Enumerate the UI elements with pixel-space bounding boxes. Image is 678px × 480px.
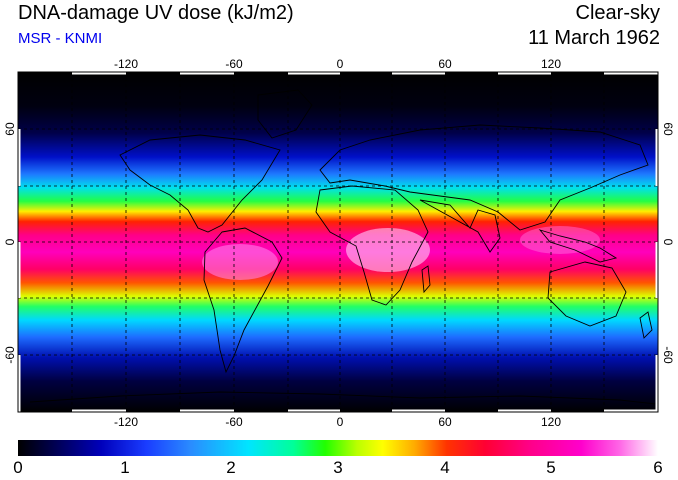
colorbar-tick: 2 [226,458,236,477]
coastlines [29,89,657,405]
coast-south-america [203,227,283,374]
lon-label-bottom: -120 [114,415,138,429]
lat-label-left: 60 [3,122,17,136]
coast-antarctica [29,391,657,405]
lon-label-top: -120 [114,57,138,71]
colorbar [18,440,658,456]
lon-label-top: 60 [438,57,452,71]
coast-africa [315,185,429,306]
coast-greenland [257,89,313,139]
coast-new-zealand [639,311,653,339]
frame-ticks [17,71,659,413]
date-label: 11 March 1962 [528,27,660,49]
coast-europe-asia [319,124,649,231]
coast-maritime-asia [538,229,618,263]
coast-north-america [119,134,281,233]
lat-label-right: 60 [661,122,675,136]
lon-label-bottom: 120 [541,415,561,429]
high-dose-patch [520,226,600,254]
lon-label-bottom: 60 [438,415,452,429]
map-border [17,71,659,413]
graticule [18,72,658,412]
high-dose-patch [346,228,430,272]
high-dose-patch [202,244,278,280]
uv-dose-map: -120 -60 0 60 120 -120 -60 0 60 120 60 0… [3,57,675,429]
colorbar-tick: 4 [440,458,450,477]
lat-label-right: -60 [661,346,675,364]
lon-label-top: 120 [541,57,561,71]
colorbar-tick: 6 [653,458,663,477]
coast-madagascar [421,265,431,294]
lon-label-bottom: -60 [225,415,243,429]
sky-condition-label: Clear-sky [575,2,660,24]
map-title: DNA-damage UV dose (kJ/m2) [18,2,294,24]
lon-label-top: -60 [225,57,243,71]
source-label: MSR - KNMI [18,30,103,47]
colorbar-tick: 0 [13,458,23,477]
colorbar-tick: 3 [333,458,343,477]
coast-arabia-india [419,199,501,253]
coast-australia [547,261,627,327]
colorbar-tick: 1 [120,458,130,477]
lon-label-top: 0 [337,57,344,71]
lat-label-left: 0 [3,238,17,245]
colorbar-tick: 5 [546,458,556,477]
lat-label-right: 0 [661,239,675,246]
lat-label-left: -60 [3,346,17,364]
lon-label-bottom: 0 [337,415,344,429]
